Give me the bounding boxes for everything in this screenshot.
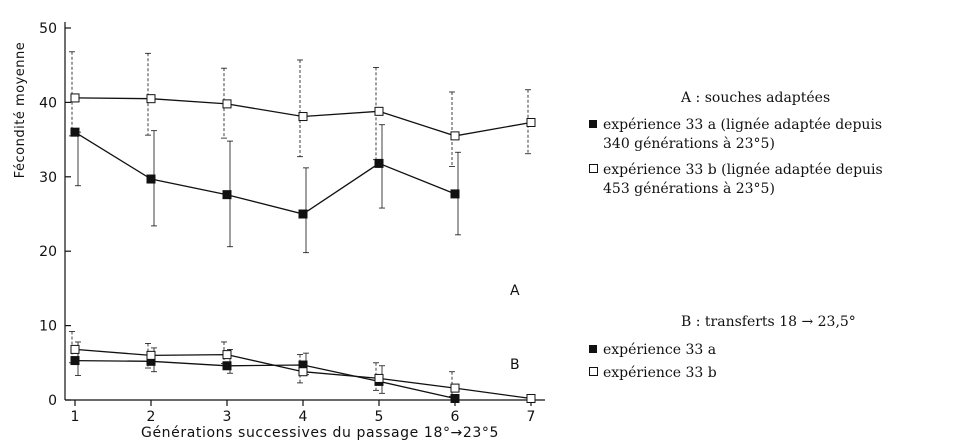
data-point-b-33a bbox=[450, 394, 460, 404]
data-point-b-33b bbox=[526, 394, 536, 404]
legend-b-item2: expérience 33 b bbox=[603, 365, 717, 381]
y-tick-label: 30 bbox=[39, 170, 57, 186]
data-point-a-33a bbox=[450, 189, 460, 199]
data-point-b-33b bbox=[70, 344, 80, 354]
legend-b-item1-marker bbox=[589, 345, 597, 353]
data-point-b-33b bbox=[146, 350, 156, 360]
data-point-b-33b bbox=[222, 350, 232, 360]
legend-a-item1-line2: 340 générations à 23°5) bbox=[603, 135, 775, 152]
legend-a-item1-marker bbox=[589, 120, 597, 128]
panel-label-b: B bbox=[510, 357, 520, 373]
legend-a-title: A : souches adaptées bbox=[680, 90, 830, 106]
legend-b: B : transferts 18 → 23,5° expérience 33 … bbox=[589, 314, 856, 381]
y-tick-label: 50 bbox=[39, 21, 57, 37]
y-tick-label: 40 bbox=[39, 95, 57, 111]
data-point-a-33b bbox=[526, 117, 536, 127]
axes: 0 10 20 30 40 50 1 2 3 4 5 6 7 bbox=[39, 21, 545, 425]
data-point-a-33b bbox=[222, 99, 232, 109]
legend-a-item2-line2: 453 générations à 23°5) bbox=[603, 180, 775, 197]
legend-a-item2-marker bbox=[589, 164, 598, 173]
legend-a-item1-line1: expérience 33 a (lignée adaptée depuis bbox=[603, 117, 882, 133]
y-tick-label: 0 bbox=[48, 393, 57, 409]
legend-a-item2-line1: expérience 33 b (lignée adaptée depuis bbox=[603, 162, 883, 178]
x-tick-label: 3 bbox=[223, 409, 232, 425]
data-point-b-33b bbox=[450, 383, 460, 393]
data-point-a-33b bbox=[450, 131, 460, 141]
series-line-a-33a bbox=[74, 131, 456, 215]
data-point-a-33b bbox=[70, 93, 80, 103]
x-tick-label: 4 bbox=[299, 409, 308, 425]
y-tick-label: 10 bbox=[39, 319, 57, 335]
data-point-b-33a bbox=[70, 356, 80, 366]
x-tick-label: 6 bbox=[451, 409, 460, 425]
data-point-a-33b bbox=[146, 94, 156, 104]
data-point-a-33b bbox=[374, 106, 384, 116]
data-point-b-33b bbox=[374, 373, 384, 383]
y-axis-label: Fécondité moyenne bbox=[13, 42, 28, 178]
data-point-a-33a bbox=[146, 174, 156, 184]
legend-b-item1: expérience 33 a bbox=[603, 342, 716, 358]
data-point-a-33b bbox=[298, 112, 308, 122]
x-tick-label: 2 bbox=[147, 409, 156, 425]
data-point-b-33b bbox=[298, 367, 308, 377]
x-tick-label: 5 bbox=[375, 409, 384, 425]
x-tick-label: 7 bbox=[527, 409, 536, 425]
data-point-a-33a bbox=[222, 190, 232, 200]
data-points bbox=[70, 93, 536, 404]
legend-b-item2-marker bbox=[589, 367, 598, 376]
legend-a: A : souches adaptées expérience 33 a (li… bbox=[589, 90, 883, 197]
x-tick-label: 1 bbox=[71, 409, 80, 425]
error-bars bbox=[69, 51, 531, 397]
y-tick-label: 20 bbox=[39, 244, 57, 260]
series-line-b-33a bbox=[74, 359, 456, 400]
data-point-b-33a bbox=[222, 361, 232, 371]
data-point-a-33a bbox=[70, 127, 80, 137]
panel-label-a: A bbox=[510, 283, 520, 299]
data-point-a-33a bbox=[298, 209, 308, 219]
x-axis-label: Générations successives du passage 18°→2… bbox=[141, 425, 499, 441]
legend-b-title: B : transferts 18 → 23,5° bbox=[681, 314, 856, 330]
data-point-a-33a bbox=[374, 158, 384, 168]
